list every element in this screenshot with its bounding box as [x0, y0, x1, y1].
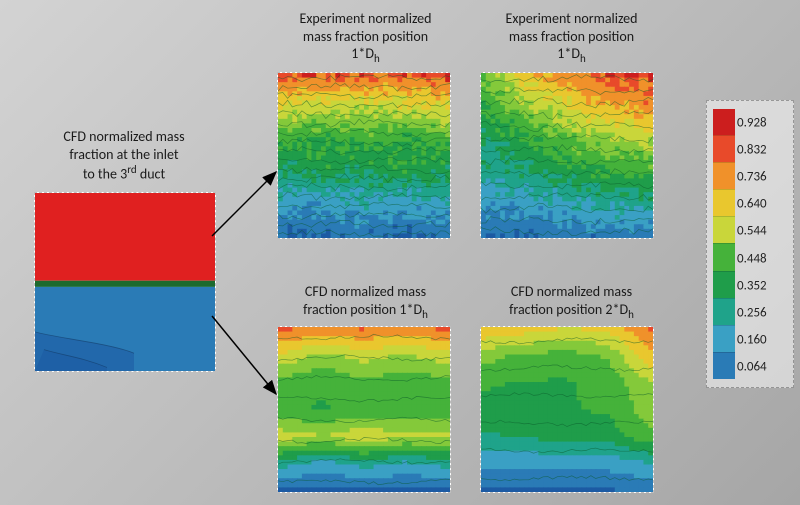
- colorbar-tick: 0.928: [737, 115, 795, 130]
- colorbar-tick: 0.640: [737, 197, 795, 212]
- colorbar-segment: [713, 298, 735, 325]
- label-text: to the 3: [83, 166, 127, 183]
- exp-1dh-a-label: Experiment normalized mass fraction posi…: [268, 10, 463, 66]
- colorbar-gradient: [713, 109, 735, 379]
- colorbar-segment: [713, 109, 735, 135]
- colorbar-tick: 0.832: [737, 142, 795, 157]
- cfd-1dh-label: CFD normalized mass fraction position 1*…: [268, 283, 463, 321]
- label-text: CFD normalized mass: [305, 283, 426, 300]
- label-text: Experiment normalized: [505, 10, 637, 27]
- figure-page: CFD normalized mass fraction at the inle…: [0, 0, 800, 505]
- label-text: mass fraction position: [509, 28, 634, 45]
- inlet-contour-plot: [34, 192, 216, 372]
- colorbar-segment: [713, 189, 735, 216]
- label-text-sub: h: [422, 307, 428, 320]
- colorbar-tick: 0.736: [737, 170, 795, 185]
- label-text: CFD normalized mass: [511, 283, 632, 300]
- label-text: 1*D: [557, 45, 580, 62]
- colorbar: 0.928 0.832 0.736 0.640 0.544 0.448 0.352 0.256…: [706, 100, 794, 388]
- colorbar-segment: [713, 352, 735, 379]
- colorbar-segment: [713, 216, 735, 243]
- label-text-sup: rd: [127, 163, 136, 176]
- colorbar-tick: 0.064: [737, 360, 795, 375]
- cfd-1dh-plot: [277, 326, 451, 493]
- colorbar-tick: 0.544: [737, 224, 795, 239]
- label-text-sub: h: [628, 307, 634, 320]
- exp-1dh-b-plot: [480, 72, 654, 239]
- cfd-2dh-plot: [480, 326, 654, 493]
- label-text: mass fraction position: [303, 28, 428, 45]
- label-text: fraction at the inlet: [69, 146, 178, 163]
- label-text: fraction position 2*D: [509, 301, 628, 318]
- colorbar-tick: 0.160: [737, 333, 795, 348]
- inlet-plot-label: CFD normalized mass fraction at the inle…: [34, 128, 214, 183]
- colorbar-tick: 0.256: [737, 306, 795, 321]
- colorbar-segment: [713, 135, 735, 162]
- label-text: CFD normalized mass: [63, 128, 184, 145]
- label-text-sub: h: [374, 52, 380, 65]
- exp-1dh-a-plot: [277, 72, 451, 239]
- colorbar-tick: 0.352: [737, 278, 795, 293]
- label-text: 1*D: [351, 45, 374, 62]
- colorbar-segment: [713, 325, 735, 352]
- colorbar-segment: [713, 162, 735, 189]
- label-text-sub: h: [580, 52, 586, 65]
- colorbar-segment: [713, 271, 735, 298]
- exp-1dh-b-label: Experiment normalized mass fraction posi…: [474, 10, 669, 66]
- label-text: fraction position 1*D: [303, 301, 422, 318]
- colorbar-tick: 0.448: [737, 251, 795, 266]
- colorbar-segment: [713, 243, 735, 270]
- label-text: duct: [137, 166, 166, 183]
- label-text: Experiment normalized: [299, 10, 431, 27]
- cfd-2dh-label: CFD normalized mass fraction position 2*…: [474, 283, 669, 321]
